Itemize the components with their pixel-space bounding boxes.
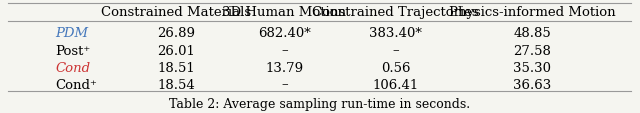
Text: Cond: Cond <box>56 61 90 74</box>
Text: 35.30: 35.30 <box>513 61 551 74</box>
Text: 106.41: 106.41 <box>372 78 419 91</box>
Text: 26.89: 26.89 <box>157 27 195 40</box>
Text: 48.85: 48.85 <box>513 27 551 40</box>
Text: 36.63: 36.63 <box>513 78 552 91</box>
Text: Table 2: Average sampling run-time in seconds.: Table 2: Average sampling run-time in se… <box>169 97 470 110</box>
Text: 18.51: 18.51 <box>157 61 195 74</box>
Text: 18.54: 18.54 <box>157 78 195 91</box>
Text: Constrained Materials: Constrained Materials <box>101 6 252 19</box>
Text: Cond⁺: Cond⁺ <box>56 78 97 91</box>
Text: 27.58: 27.58 <box>513 44 551 57</box>
Text: –: – <box>281 78 287 91</box>
Text: 3D Human Motion: 3D Human Motion <box>222 6 346 19</box>
Text: 682.40*: 682.40* <box>258 27 310 40</box>
Text: 26.01: 26.01 <box>157 44 195 57</box>
Text: 13.79: 13.79 <box>265 61 303 74</box>
Text: –: – <box>281 44 287 57</box>
Text: 0.56: 0.56 <box>381 61 410 74</box>
Text: Constrained Trajectories: Constrained Trajectories <box>312 6 479 19</box>
Text: Post⁺: Post⁺ <box>56 44 91 57</box>
Text: Physics-informed Motion: Physics-informed Motion <box>449 6 616 19</box>
Text: 383.40*: 383.40* <box>369 27 422 40</box>
Text: –: – <box>392 44 399 57</box>
Text: PDM: PDM <box>56 27 88 40</box>
